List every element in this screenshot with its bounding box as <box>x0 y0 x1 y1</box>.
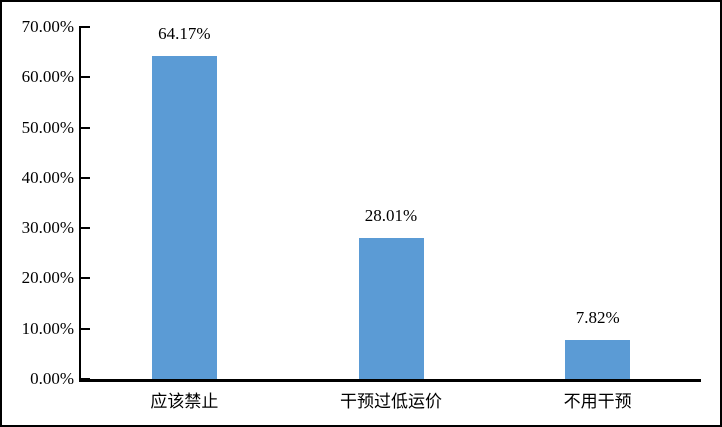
y-tick-mark <box>81 327 90 330</box>
y-tick-label: 70.00% <box>21 17 74 36</box>
y-tick-mark <box>81 176 90 179</box>
y-tick-label: 30.00% <box>21 218 74 238</box>
y-tick-mark <box>81 277 90 280</box>
y-tick-label: 10.00% <box>21 318 74 338</box>
x-category-label: 干预过低运价 <box>339 392 442 411</box>
x-axis-line <box>79 379 701 382</box>
y-tick-label: 20.00% <box>21 268 74 288</box>
y-tick-label: 40.00% <box>21 167 74 187</box>
bar <box>358 238 424 379</box>
bar <box>565 339 631 379</box>
y-tick-label: 50.00% <box>21 117 74 137</box>
bar <box>151 56 217 379</box>
x-category-label: 不用干预 <box>563 392 632 411</box>
bar-value-label: 28.01% <box>364 206 418 226</box>
y-tick-mark <box>81 26 90 28</box>
x-category-label: 应该禁止 <box>150 392 219 411</box>
y-tick-label: 60.00% <box>21 67 74 87</box>
bar-value-label: 7.82% <box>575 307 620 327</box>
y-tick-mark <box>81 378 90 380</box>
bar-value-label: 64.17% <box>158 24 211 44</box>
y-tick-label: 0.00% <box>30 369 74 388</box>
y-tick-mark <box>81 227 90 230</box>
y-tick-mark <box>81 76 90 79</box>
y-axis-line <box>79 26 81 382</box>
y-tick-mark <box>81 126 90 129</box>
